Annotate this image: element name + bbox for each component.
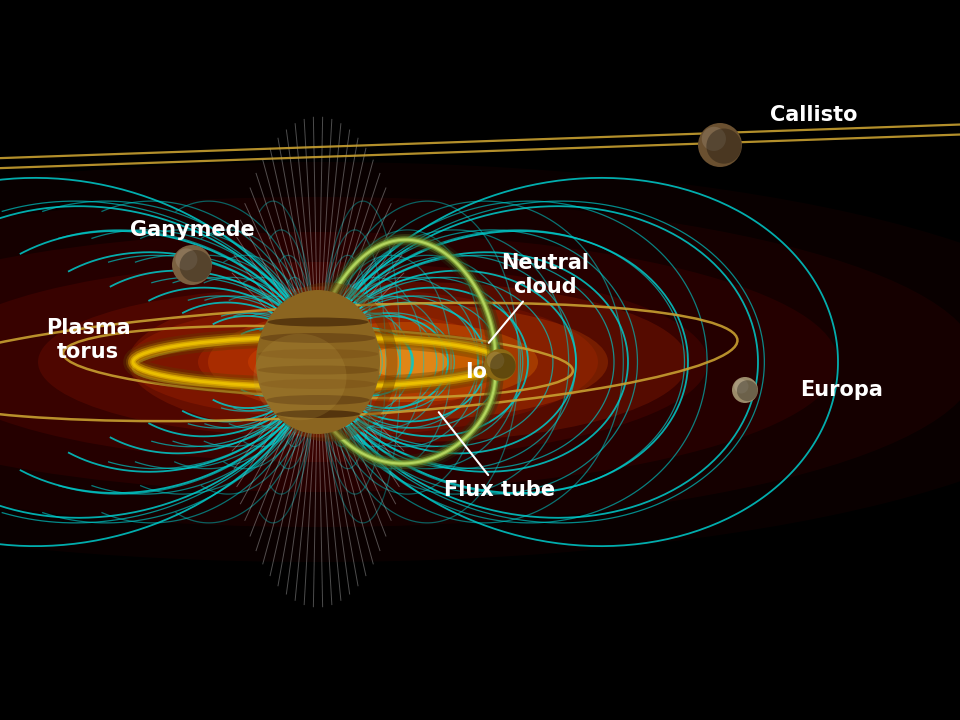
- Ellipse shape: [248, 337, 388, 387]
- Ellipse shape: [0, 197, 960, 527]
- Ellipse shape: [261, 333, 375, 343]
- Ellipse shape: [368, 346, 448, 378]
- Text: Europa: Europa: [800, 380, 883, 400]
- Ellipse shape: [268, 318, 369, 326]
- Ellipse shape: [256, 290, 380, 434]
- Ellipse shape: [278, 322, 538, 402]
- Circle shape: [707, 128, 741, 163]
- Text: Flux tube: Flux tube: [439, 412, 556, 500]
- Ellipse shape: [0, 262, 708, 462]
- Text: Ganymede: Ganymede: [130, 220, 254, 240]
- Circle shape: [172, 245, 212, 285]
- Text: Callisto: Callisto: [770, 105, 857, 125]
- Circle shape: [737, 380, 757, 401]
- Circle shape: [732, 377, 758, 403]
- Circle shape: [484, 349, 516, 381]
- Ellipse shape: [0, 232, 838, 492]
- Text: Io: Io: [465, 362, 487, 382]
- Ellipse shape: [0, 162, 960, 562]
- Circle shape: [180, 250, 211, 282]
- Ellipse shape: [276, 410, 360, 418]
- Text: Neutral
cloud: Neutral cloud: [489, 253, 589, 343]
- Ellipse shape: [38, 287, 598, 437]
- Ellipse shape: [260, 379, 376, 389]
- Circle shape: [734, 379, 749, 394]
- Circle shape: [176, 248, 198, 271]
- Circle shape: [698, 123, 742, 167]
- Text: Plasma
torus: Plasma torus: [46, 318, 131, 361]
- Ellipse shape: [333, 336, 483, 388]
- Circle shape: [702, 127, 726, 151]
- Circle shape: [490, 353, 516, 379]
- Ellipse shape: [257, 366, 378, 374]
- Ellipse shape: [128, 282, 688, 442]
- Circle shape: [487, 351, 504, 369]
- Ellipse shape: [257, 349, 378, 359]
- Ellipse shape: [266, 395, 370, 405]
- Ellipse shape: [253, 334, 347, 420]
- Ellipse shape: [128, 307, 508, 417]
- Ellipse shape: [198, 324, 438, 400]
- Ellipse shape: [208, 304, 608, 420]
